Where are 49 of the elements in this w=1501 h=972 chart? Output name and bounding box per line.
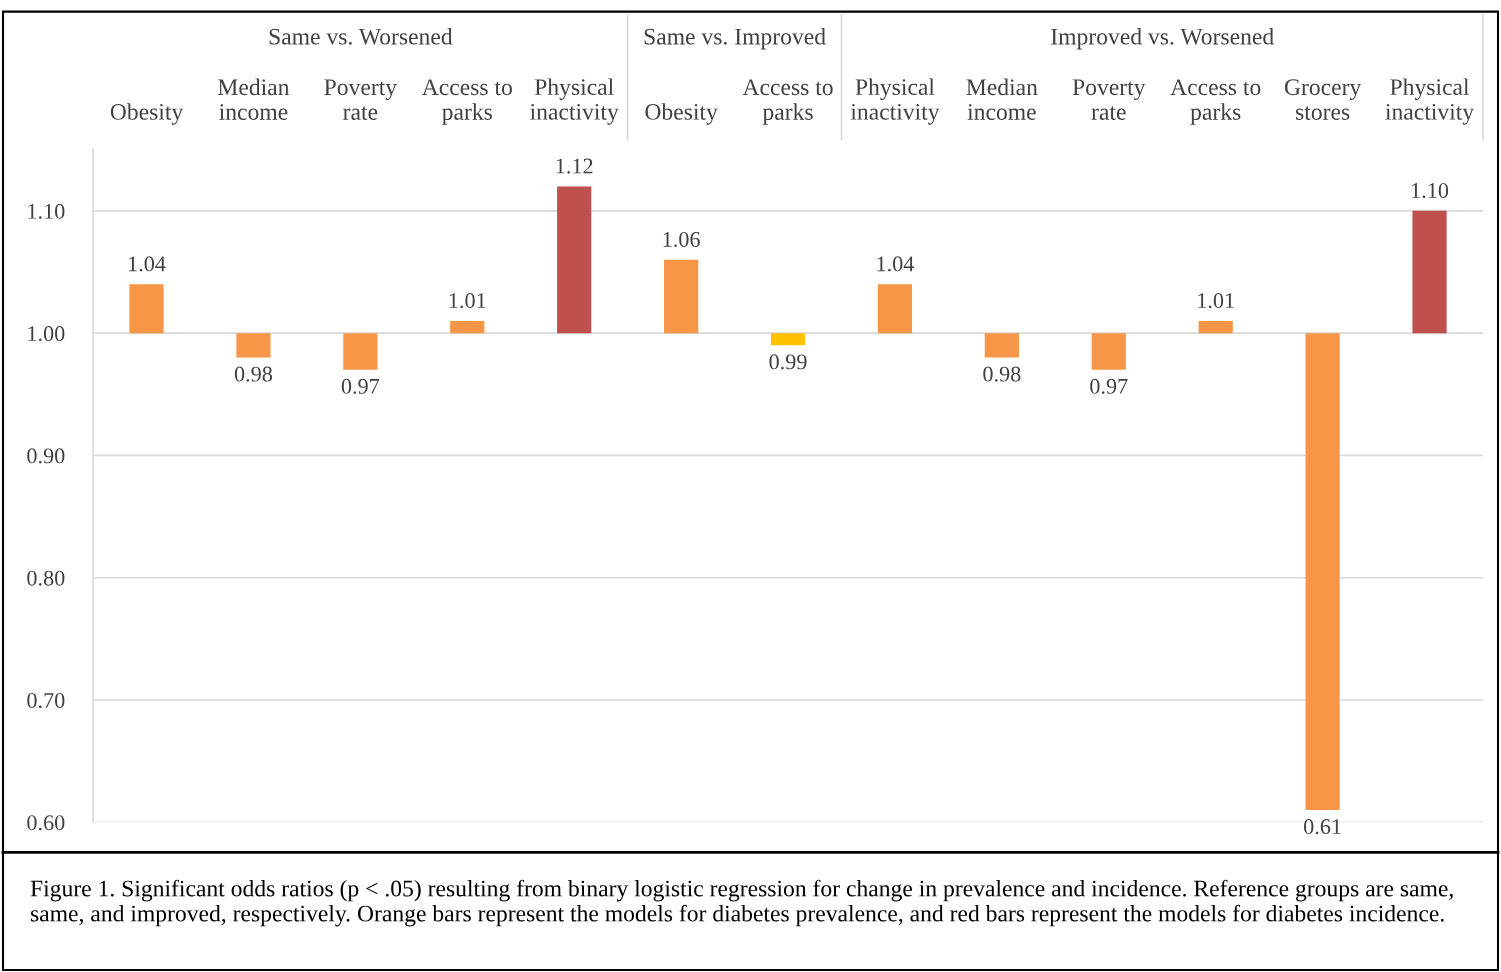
bar xyxy=(984,333,1019,358)
caption: Figure 1. Significant odds ratios (p < .05) resulting from binary logistic regression for change in prevalence and incidence. Reference groups are same, same, and improved, respectively. Orange bars represent the models for diabetes prevalence, and red bars represent the models for diabetes incidence. xyxy=(30,879,1453,927)
bar xyxy=(1091,333,1126,370)
bar xyxy=(1412,210,1447,334)
x-tick-label: Obesity xyxy=(110,103,184,125)
x-tick-label: Access to parks xyxy=(742,79,833,125)
text: Improved vs. Worsened xyxy=(1051,28,1274,50)
bar xyxy=(129,284,164,334)
data-label: 1.01 xyxy=(449,293,486,309)
bar xyxy=(450,320,485,334)
data-label: 0.97 xyxy=(1090,378,1128,394)
x-tick-label: Physical inactivity xyxy=(1385,78,1475,125)
data-label: 0.99 xyxy=(769,354,807,370)
y-tick-label: 0.60 xyxy=(27,815,65,831)
x-tick-label: Access to parks xyxy=(421,79,512,125)
bar xyxy=(1198,320,1233,334)
bar xyxy=(557,186,592,334)
x-tick-label: Poverty rate xyxy=(324,79,397,120)
data-label: 1.12 xyxy=(556,158,593,174)
x-tick-label: Poverty rate xyxy=(1072,79,1146,120)
bar xyxy=(770,333,806,346)
x-tick-label: Physical inactivity xyxy=(530,78,619,125)
y-tick-label: 1.10 xyxy=(28,203,65,219)
y-tick-label: 0.80 xyxy=(27,570,65,586)
y-tick-label: 1.00 xyxy=(28,326,65,342)
bar xyxy=(1305,333,1340,811)
data-label: 1.10 xyxy=(1412,182,1449,199)
x-tick-label: Physical inactivity xyxy=(850,78,940,125)
x-tick-label: Median income xyxy=(218,78,290,120)
x-tick-label: Obesity xyxy=(645,103,718,125)
bar xyxy=(236,333,271,358)
data-label: 0.98 xyxy=(983,366,1021,382)
bar xyxy=(877,284,913,334)
data-label: 1.06 xyxy=(663,231,700,247)
data-label: 1.04 xyxy=(877,256,915,272)
x-tick-label: Access to parks xyxy=(1170,79,1261,125)
y-tick-label: 0.90 xyxy=(27,448,65,464)
data-label: 1.01 xyxy=(1198,293,1234,309)
data-label: 0.98 xyxy=(234,366,273,382)
y-tick-label: 0.70 xyxy=(27,692,65,709)
data-label: 0.97 xyxy=(341,378,380,394)
bar xyxy=(343,333,378,370)
bar xyxy=(664,259,699,334)
text: Same vs. Worsened xyxy=(269,28,453,45)
x-tick-label: Median income xyxy=(966,78,1038,120)
x-tick-label: Grocery stores xyxy=(1284,79,1362,120)
data-label: 0.61 xyxy=(1304,819,1341,835)
text: Same vs. Improved xyxy=(644,28,826,50)
data-label: 1.04 xyxy=(129,256,166,272)
